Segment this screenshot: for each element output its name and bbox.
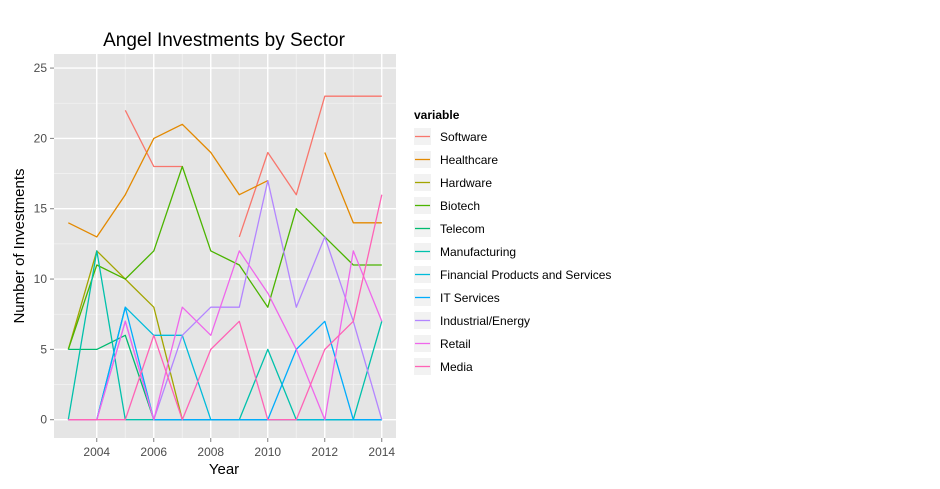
x-axis: 2004 2006 2008 2010 2012 2014 — [83, 438, 395, 459]
series-line-retail — [68, 250, 383, 421]
series-line-software — [124, 95, 382, 238]
series-line-biotech — [67, 165, 382, 350]
legend-label: Healthcare — [440, 153, 498, 167]
x-tick-label: 2014 — [368, 445, 395, 459]
y-tick-label: 0 — [40, 413, 47, 427]
legend-label: Retail — [440, 337, 471, 351]
legend-label: Financial Products and Services — [440, 268, 611, 282]
series-line-healthcare — [68, 123, 382, 238]
legend-label: Software — [440, 130, 488, 144]
series-lines — [67, 95, 383, 421]
y-tick-label: 15 — [34, 202, 48, 216]
legend-label: Telecom — [440, 222, 485, 236]
series-line-it-services — [68, 306, 382, 421]
y-axis: 0 5 10 15 20 25 — [34, 61, 54, 427]
legend-label: Industrial/Energy — [440, 314, 530, 328]
x-axis-title: Year — [209, 461, 239, 478]
series-line-media — [68, 194, 383, 421]
y-tick-label: 10 — [34, 272, 48, 286]
legend-title: variable — [414, 108, 460, 122]
legend-label: Hardware — [440, 176, 492, 190]
x-tick-label: 2012 — [311, 445, 338, 459]
plot-panel — [54, 54, 396, 438]
y-tick-label: 20 — [34, 131, 48, 145]
legend-label: Manufacturing — [440, 245, 516, 259]
legend-label: Media — [440, 360, 473, 374]
y-tick-label: 5 — [40, 342, 47, 356]
x-tick-label: 2006 — [140, 445, 167, 459]
y-axis-title: Number of Investments — [11, 168, 28, 323]
x-tick-label: 2008 — [197, 445, 224, 459]
x-tick-label: 2010 — [254, 445, 281, 459]
x-tick-label: 2004 — [83, 445, 110, 459]
chart-title: Angel Investments by Sector — [103, 30, 346, 51]
legend-label: Biotech — [440, 199, 480, 213]
y-tick-label: 25 — [34, 61, 48, 75]
legend: variable Software Healthcare Hardware Biote… — [414, 108, 611, 375]
legend-label: IT Services — [440, 291, 500, 305]
